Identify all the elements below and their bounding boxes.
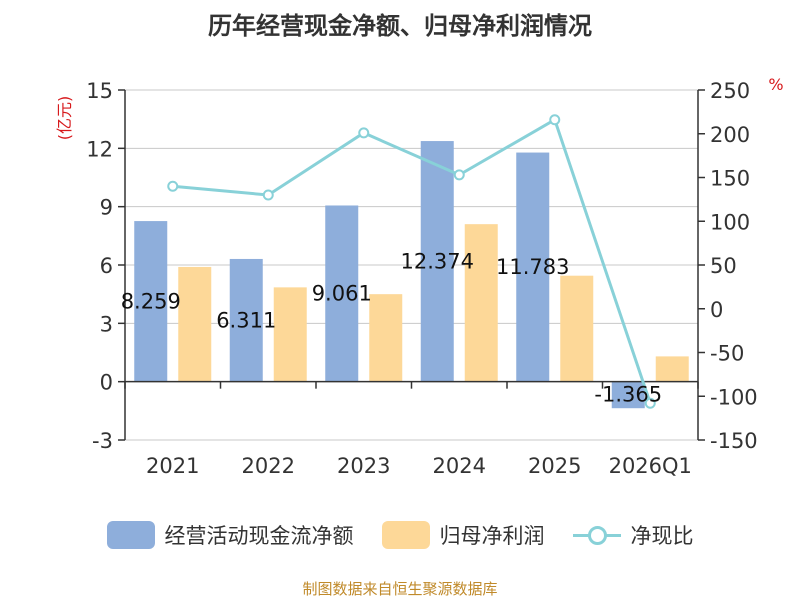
bar-profit (369, 294, 403, 382)
y-right-tick-label: 150 (710, 167, 750, 191)
data-label-cashflow: 6.311 (216, 308, 276, 332)
y-left-tick-label: 0 (100, 371, 113, 395)
y-left-tick-label: 9 (100, 196, 113, 220)
bar-cashflow (611, 381, 645, 409)
y-right-tick-label: -100 (710, 385, 758, 409)
legend-item-profit[interactable]: 归母净利润 (381, 520, 545, 550)
bar-cashflow (516, 152, 550, 382)
bar-profit (655, 356, 689, 382)
y-left-tick-label: -3 (92, 429, 113, 453)
y-left-tick-label: 6 (100, 254, 113, 278)
y-right-tick-label: 250 (710, 79, 750, 103)
x-tick-label: 2026Q1 (609, 454, 692, 478)
point-ratio (644, 397, 656, 409)
point-ratio (453, 169, 465, 181)
data-label-cashflow: 11.783 (496, 255, 569, 279)
y-right-tick-label: 200 (710, 123, 750, 147)
data-label-cashflow: 12.374 (401, 249, 474, 273)
legend-swatch-ratio (572, 521, 621, 549)
legend-label-ratio: 净现比 (630, 524, 694, 548)
legend-label-cashflow: 经营活动现金流净额 (164, 524, 354, 548)
x-tick-label: 2023 (337, 454, 390, 478)
legend: 经营活动现金流净额 归母净利润 净现比 (0, 520, 800, 550)
y-left-tick-label: 3 (100, 312, 113, 336)
point-ratio (549, 114, 561, 126)
legend-item-ratio[interactable]: 净现比 (572, 520, 694, 550)
chart-title: 历年经营现金净额、归母净利润情况 (208, 12, 592, 40)
point-ratio (358, 127, 370, 139)
data-label-cashflow: -1.365 (594, 383, 662, 407)
data-label-cashflow: 8.259 (121, 289, 181, 313)
bar-profit (273, 287, 307, 382)
x-tick-label: 2025 (528, 454, 581, 478)
legend-item-cashflow[interactable]: 经营活动现金流净额 (106, 520, 354, 550)
bar-cashflow (134, 221, 168, 382)
bar-cashflow (420, 141, 454, 382)
point-ratio (262, 189, 274, 201)
x-tick-label: 2024 (433, 454, 486, 478)
point-ratio (167, 180, 179, 192)
y-right-tick-label: 100 (710, 210, 750, 234)
x-tick-label: 2022 (242, 454, 295, 478)
bar-cashflow (325, 205, 359, 382)
line-ratio (172, 117, 652, 404)
x-tick-label: 2021 (146, 454, 199, 478)
bar-profit (560, 275, 594, 382)
bar-cashflow (229, 258, 263, 382)
y-left-tick-label: 15 (86, 79, 113, 103)
legend-label-profit: 归母净利润 (439, 524, 545, 548)
y-left-axis-label: (亿元) (55, 96, 74, 141)
y-right-tick-label: 50 (710, 254, 737, 278)
legend-swatch-cashflow (106, 521, 155, 549)
data-label-cashflow: 9.061 (312, 282, 372, 306)
y-left-tick-label: 12 (86, 137, 113, 161)
bar-profit (464, 224, 498, 382)
y-right-tick-label: -50 (710, 342, 744, 366)
source-note: 制图数据来自恒生聚源数据库 (302, 580, 498, 598)
bar-profit (178, 266, 212, 382)
y-right-tick-label: 0 (710, 298, 723, 322)
y-right-tick-label: -150 (710, 429, 758, 453)
y-right-axis-label: % (768, 75, 783, 94)
legend-swatch-profit (381, 521, 430, 549)
